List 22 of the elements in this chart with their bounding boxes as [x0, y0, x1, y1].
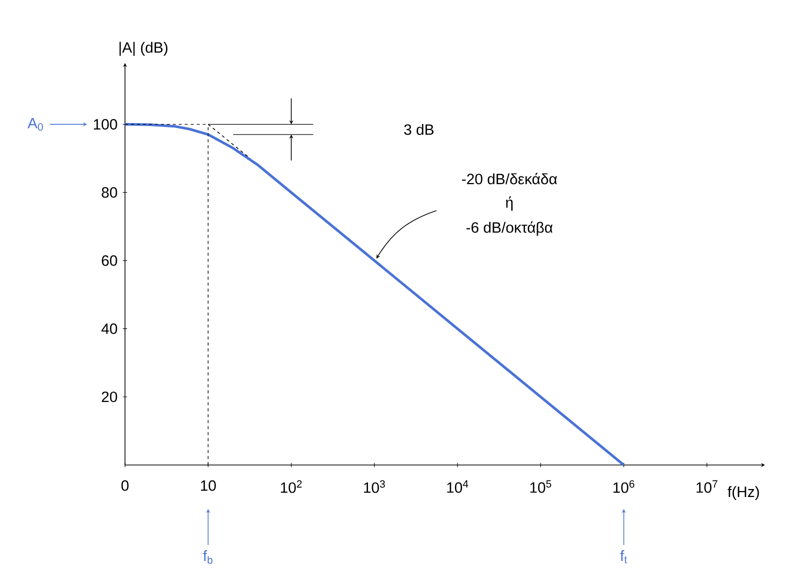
annotation: -20 dB/δεκάδα [462, 172, 557, 184]
text: A$_{0}$ [28, 118, 43, 131]
text: f$_{b}$ [203, 550, 212, 564]
y-axis-title: |A| (dB) [120, 42, 168, 56]
annotation: -6 dB/οκτάβα [466, 221, 553, 236]
x-tick-label: 10$^{7}$ [696, 480, 718, 493]
x-tick-label: 10$^{2}$ [280, 480, 302, 493]
x-tick-label: 0 [121, 480, 129, 491]
x-axis-title: f(Hz) [728, 486, 759, 500]
x-tick-label: 10$^{6}$ [613, 480, 634, 493]
y-tick-label: 60 [102, 255, 118, 266]
y-tick-label: 80 [102, 187, 118, 198]
x-tick-label: 10$^{5}$ [530, 480, 552, 493]
y-tick-label: 20 [102, 392, 118, 402]
text: f$_{t}$ [620, 550, 627, 564]
x-tick-label: 10$^{4}$ [447, 480, 468, 493]
x-tick-label: 10 [200, 480, 216, 491]
annotation: 3 dB [404, 124, 434, 135]
x-tick-label: 10$^{3}$ [364, 480, 385, 493]
annotation: ή [506, 196, 513, 211]
y-tick-label: 40 [101, 323, 118, 334]
y-tick-label: 100 [94, 119, 118, 130]
